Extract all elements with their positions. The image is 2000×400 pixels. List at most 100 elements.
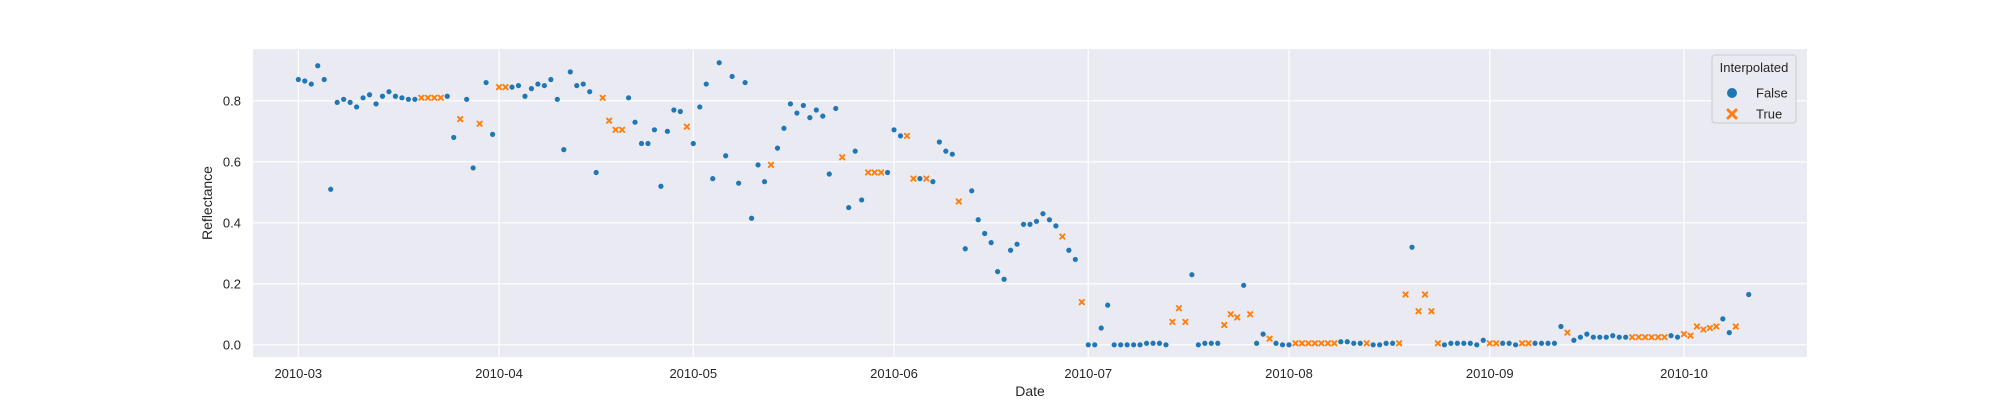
data-point-false <box>1124 342 1130 348</box>
data-point-false <box>710 176 716 182</box>
data-point-false <box>1577 334 1583 340</box>
data-point-false <box>1001 276 1007 282</box>
data-point-true <box>424 94 431 101</box>
data-point-true <box>495 83 503 91</box>
data-point-false <box>930 179 936 185</box>
data-point-false <box>1500 340 1506 346</box>
data-point-false <box>567 69 573 75</box>
data-point-true <box>839 154 846 161</box>
data-point-true <box>1402 291 1409 298</box>
data-point-false <box>982 230 988 237</box>
data-point-false <box>1098 325 1104 331</box>
data-point-true <box>1693 323 1701 330</box>
data-point-false <box>354 104 360 110</box>
data-point-true <box>612 126 619 133</box>
data-point-false <box>1513 342 1519 348</box>
data-point-true <box>1635 334 1642 341</box>
data-point-false <box>321 76 327 83</box>
data-point-true <box>437 94 444 101</box>
data-point-false <box>774 145 781 151</box>
data-point-false <box>328 186 334 192</box>
data-point-false <box>826 171 832 177</box>
data-point-false <box>412 96 418 102</box>
x-tick-label: 2010-03 <box>274 366 322 381</box>
data-point-false <box>943 148 949 154</box>
data-point-false <box>1254 340 1260 346</box>
data-point-false <box>1046 217 1053 223</box>
data-point-false <box>1571 337 1577 343</box>
data-point-false <box>1558 323 1564 330</box>
data-point-false <box>1603 334 1609 340</box>
data-point-false <box>528 86 535 92</box>
data-point-false <box>736 180 742 186</box>
data-point-true <box>1428 308 1435 315</box>
plot-area <box>253 49 1807 357</box>
data-point-false <box>1131 342 1137 348</box>
data-point-false <box>1746 291 1752 298</box>
data-point-false <box>1532 340 1538 346</box>
data-point-false <box>561 147 567 153</box>
data-point-false <box>1441 342 1447 348</box>
data-point-false <box>664 128 671 134</box>
data-point-false <box>1111 342 1117 348</box>
data-point-false <box>535 81 541 87</box>
data-points <box>295 60 1752 348</box>
data-point-false <box>593 169 599 176</box>
data-point-false <box>936 139 942 145</box>
data-point-false <box>341 96 347 102</box>
data-point-true <box>1324 340 1331 347</box>
data-point-true <box>431 94 438 101</box>
data-point-true <box>683 123 690 130</box>
data-point-false <box>1085 342 1091 348</box>
data-point-false <box>1545 340 1551 346</box>
data-point-false <box>1668 333 1674 339</box>
data-point-true <box>1331 340 1338 347</box>
data-point-true <box>476 120 483 127</box>
data-point-true <box>1525 340 1532 347</box>
data-point-false <box>884 169 891 176</box>
legend-marker-true <box>1726 108 1738 120</box>
data-point-false <box>1370 342 1376 348</box>
data-point-false <box>515 82 522 89</box>
data-point-true <box>1654 334 1662 341</box>
data-point-true <box>1363 340 1370 347</box>
x-tick-label: 2010-05 <box>669 366 717 381</box>
data-point-true <box>923 175 930 182</box>
data-point-false <box>1163 342 1169 348</box>
data-point-false <box>833 105 839 112</box>
data-point-false <box>1143 340 1150 346</box>
data-point-false <box>781 125 787 131</box>
data-point-false <box>1506 340 1512 346</box>
data-point-true <box>1661 334 1668 341</box>
legend-label-true: True <box>1756 107 1782 122</box>
data-point-true <box>1266 335 1273 342</box>
y-axis-title: Reflectance <box>199 166 215 240</box>
data-point-false <box>742 79 748 86</box>
data-point-false <box>645 140 651 147</box>
y-axis-ticks: 0.0 0.2 0.4 0.6 0.8 <box>223 93 241 352</box>
data-point-false <box>1448 340 1454 346</box>
data-point-false <box>1726 330 1732 336</box>
data-point-false <box>859 197 865 203</box>
data-point-false <box>729 73 735 80</box>
data-point-false <box>995 269 1001 275</box>
data-point-false <box>1072 256 1078 263</box>
data-point-true <box>1311 340 1319 347</box>
data-point-true <box>1687 332 1694 339</box>
data-point-true <box>1518 340 1526 347</box>
data-point-false <box>1260 331 1266 337</box>
data-point-false <box>1118 342 1124 348</box>
data-point-false <box>1027 221 1033 227</box>
data-point-false <box>891 127 897 133</box>
data-point-true <box>1318 340 1325 347</box>
data-point-true <box>1680 330 1688 338</box>
data-point-false <box>1150 340 1156 346</box>
data-point-false <box>1273 340 1279 346</box>
data-point-false <box>1351 340 1357 346</box>
data-point-false <box>1344 339 1350 345</box>
data-point-false <box>846 204 852 211</box>
data-point-false <box>852 148 858 154</box>
x-tick-label: 2010-07 <box>1064 366 1112 381</box>
data-point-true <box>1221 321 1228 329</box>
